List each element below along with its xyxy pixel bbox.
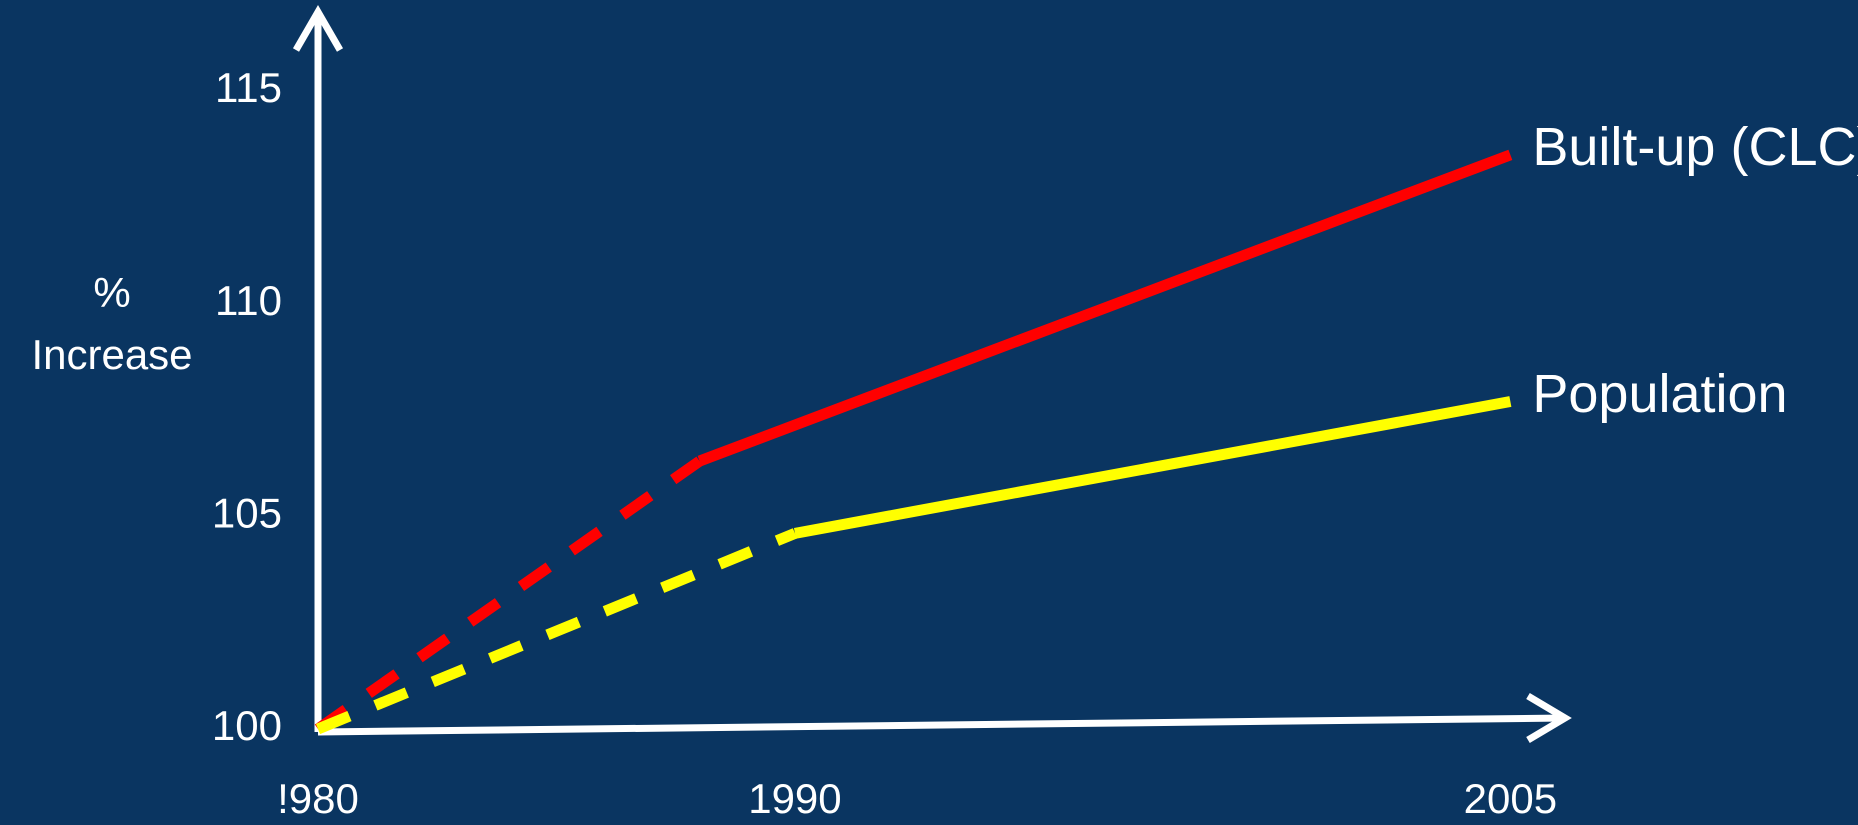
x-axis-arrow	[1526, 692, 1572, 744]
x-tick-label: !980	[277, 775, 359, 822]
line-segment	[697, 149, 1513, 467]
y-axis-label: %	[93, 269, 130, 316]
series-label: Population	[1532, 364, 1787, 424]
x-tick-label: 1990	[748, 775, 841, 822]
y-axis-label: Increase	[31, 331, 192, 378]
y-tick-label: 110	[215, 277, 282, 324]
y-tick-label: 115	[215, 64, 282, 111]
y-axis-arrow	[292, 5, 344, 52]
y-tick-label: 105	[212, 489, 282, 536]
x-axis	[317, 714, 1566, 736]
line-segment	[315, 528, 798, 735]
axes	[292, 5, 1572, 744]
y-tick-label: 100	[212, 702, 282, 749]
line-segment	[314, 456, 703, 734]
series-label: Built-up (CLC)	[1532, 117, 1858, 177]
line-segment	[793, 396, 1512, 539]
x-tick-label: 2005	[1464, 775, 1557, 822]
